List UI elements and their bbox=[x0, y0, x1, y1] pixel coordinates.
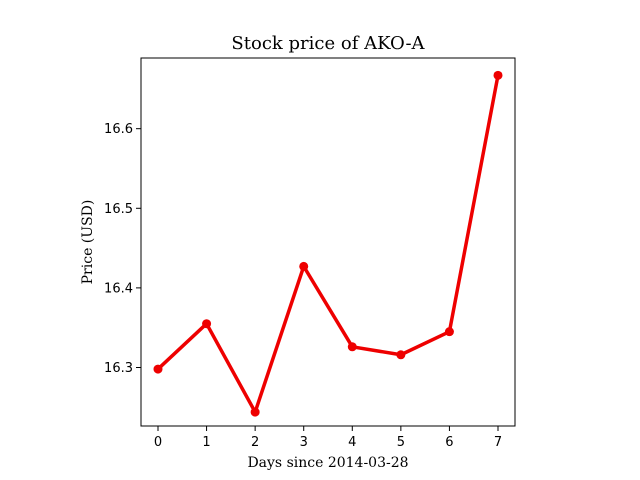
x-tick-label: 1 bbox=[202, 435, 210, 450]
plot-area bbox=[140, 57, 516, 427]
x-tick-label: 4 bbox=[348, 435, 356, 450]
x-axis: 0 1 2 3 4 5 6 7 bbox=[154, 426, 502, 450]
x-tick-label: 3 bbox=[300, 435, 308, 450]
y-axis-label: Price (USD) bbox=[80, 200, 96, 285]
x-axis-label: Days since 2014-03-28 bbox=[247, 455, 408, 471]
x-tick-label: 2 bbox=[251, 435, 259, 450]
y-axis: 16.3 16.4 16.5 16.6 bbox=[104, 122, 141, 376]
chart-title: Stock price of AKO-A bbox=[231, 33, 425, 54]
data-point bbox=[493, 70, 503, 80]
data-point bbox=[396, 350, 406, 360]
x-tick-label: 7 bbox=[494, 435, 502, 450]
data-point bbox=[153, 364, 163, 374]
data-point bbox=[347, 342, 357, 352]
y-tick-label: 16.6 bbox=[104, 122, 133, 137]
series-layer bbox=[153, 70, 503, 417]
x-tick-label: 5 bbox=[397, 435, 405, 450]
data-point bbox=[250, 407, 260, 417]
x-tick-label: 0 bbox=[154, 435, 162, 450]
y-tick-label: 16.4 bbox=[104, 281, 133, 296]
y-tick-label: 16.5 bbox=[104, 202, 133, 217]
data-point bbox=[299, 261, 309, 271]
series-line bbox=[156, 73, 500, 414]
x-tick-label: 6 bbox=[445, 435, 453, 450]
data-point bbox=[444, 327, 454, 337]
y-tick-label: 16.3 bbox=[104, 361, 133, 376]
data-point bbox=[202, 319, 212, 329]
